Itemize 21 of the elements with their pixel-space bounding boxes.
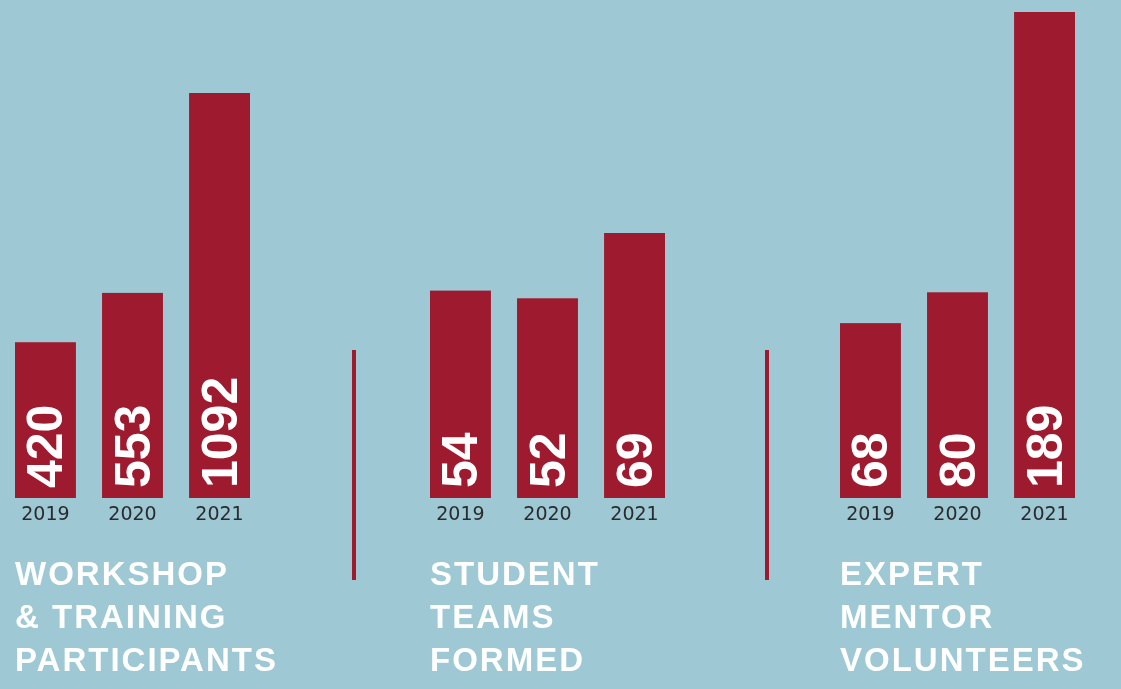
text: EXPERT MENTOR VOLUNTEERS	[840, 555, 1086, 678]
data-label: 54	[432, 432, 489, 488]
data-label: 1092	[191, 376, 248, 488]
x-tick-label: 2019	[846, 502, 895, 524]
x-tick-label: 2019	[21, 502, 70, 524]
x-tick-label: 2019	[436, 502, 485, 524]
text: WORKSHOP & TRAINING PARTICIPANTS	[15, 555, 278, 678]
data-label: 80	[929, 432, 986, 488]
data-label: 189	[1016, 404, 1073, 488]
x-tick-label: 2021	[610, 502, 659, 524]
data-label: 420	[17, 404, 74, 488]
data-label: 68	[842, 432, 899, 488]
data-label: 553	[104, 404, 161, 488]
x-tick-label: 2020	[933, 502, 982, 524]
x-tick-label: 2021	[195, 502, 244, 524]
x-tick-label: 2020	[523, 502, 572, 524]
x-tick-label: 2021	[1020, 502, 1069, 524]
x-tick-label: 2020	[108, 502, 157, 524]
data-label: 52	[519, 432, 576, 488]
data-label: 69	[606, 432, 663, 488]
text: STUDENT TEAMS FORMED	[430, 555, 600, 678]
